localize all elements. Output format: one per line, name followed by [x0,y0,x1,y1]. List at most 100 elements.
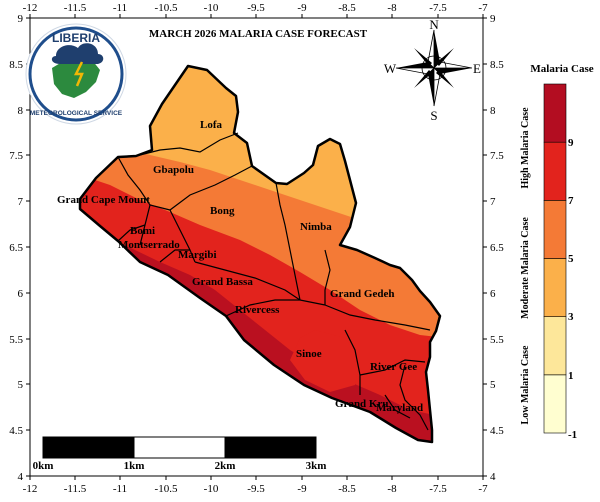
legend-color-band [543,374,567,434]
x-tick-bottom: -8.5 [338,483,356,495]
y-tick-right: 8 [490,105,496,117]
legend-side-label: High Malaria Case [520,107,531,189]
boundary-montserrado [117,224,146,242]
y-tick-right: 7 [490,196,496,208]
boundary-rivercess [225,299,326,317]
y-tick-left: 5 [18,379,24,391]
scale-label: 2km [215,460,236,472]
logo-cloud-icon [51,43,104,64]
x-tick-bottom: -12 [23,483,38,495]
compass-north: N [429,17,439,32]
scale-segment [42,436,135,459]
x-tick-top: -11 [113,2,127,14]
county-label: River Gee [370,361,417,373]
legend-color-band [543,258,567,317]
legend-tick: 5 [568,253,574,265]
y-tick-right: 6 [490,288,496,300]
y-tick-left: 7 [18,196,24,208]
x-tick-bottom: -10 [204,483,219,495]
county-label: Montserrado [118,239,180,251]
boundary-sinoe-rivergee [344,329,361,395]
x-tick-bottom: -10.5 [155,483,178,495]
y-tick-left: 4.5 [9,425,23,437]
x-tick-top: -8.5 [338,2,356,14]
x-tick-top: -8 [387,2,397,14]
legend-colorbar [543,83,567,434]
y-tick-left: 5.5 [9,334,23,346]
x-tick-bottom: -7.5 [429,483,447,495]
x-tick-bottom: -9.5 [247,483,265,495]
y-axis-left: 9 8.5 8 7.5 7 6.5 6 5.5 5 4.5 4 [9,13,23,483]
county-label: Bomi [130,225,155,237]
y-tick-right: 5 [490,379,496,391]
logo-title: LIBERIA [52,31,100,45]
y-tick-left: 8.5 [9,59,23,71]
y-tick-left: 7.5 [9,150,23,162]
logo-lightning-icon [73,61,84,87]
compass-east: E [473,61,481,76]
legend-tick: 9 [568,137,574,149]
legend-color-band [543,83,567,143]
y-tick-right: 5.5 [490,334,504,346]
legend-title: Malaria Case [530,63,593,75]
legend-side-label: Moderate Malaria Case [520,217,531,319]
legend-tick: 3 [568,311,574,323]
x-tick-top: -10 [204,2,219,14]
compass-south: S [430,108,437,123]
scale-bar: 0km 1km 2km 3km [33,436,326,472]
x-tick-top: -10.5 [155,2,178,14]
legend-color-band [543,200,567,259]
x-tick-top: -9.5 [247,2,265,14]
x-tick-top: -12 [23,2,38,14]
legend-color-band [543,141,567,201]
legend-tick: 1 [568,370,574,382]
county-label: Gbapolu [153,164,194,176]
county-label: Grand Kru [335,398,388,410]
boundary-gbapolu-bong [169,165,253,211]
x-tick-bottom: -11 [113,483,127,495]
y-tick-left: 4 [18,471,24,483]
county-label: Grand Cape Mount [57,194,150,206]
x-tick-bottom: -9 [297,483,307,495]
y-tick-right: 4.5 [490,425,504,437]
x-tick-bottom: -7 [478,483,488,495]
county-label: Grand Gedeh [330,288,394,300]
x-tick-top: -7.5 [429,2,447,14]
zone-sinoe-patch [290,330,360,392]
county-label: Sinoe [296,348,322,360]
x-tick-top: -9 [297,2,307,14]
compass-west: W [384,61,397,76]
y-axis-right: 9 8.5 8 7.5 7 6.5 6 5.5 5 4.5 4 [490,13,504,483]
x-tick-top: -11.5 [64,2,87,14]
y-tick-right: 8.5 [490,59,504,71]
boundary-capemount-gbapolu [117,156,171,211]
county-label: Bong [210,205,235,217]
x-tick-top: -7 [478,2,488,14]
y-tick-left: 8 [18,105,24,117]
county-label: Margibi [178,249,217,261]
boundary-nimba-east [339,226,351,246]
boundary-gedeh-south [324,304,431,331]
scale-segment [133,436,226,459]
scale-label: 0km [33,460,54,472]
axis-ticks [26,14,487,480]
boundary-lofa-gbapolu [135,132,239,157]
y-tick-left: 9 [18,13,24,25]
boundary-grandbassa-bong [194,261,301,301]
logo-map-icon [52,60,100,98]
legend-tick: -1 [568,429,577,441]
scale-segment [224,436,317,459]
x-tick-bottom: -8 [387,483,397,495]
y-tick-left: 6.5 [9,242,23,254]
county-labels: Lofa Gbapolu Grand Cape Mount Bong Nimba… [57,119,423,414]
legend-side-label: Low Malaria Case [520,345,531,424]
boundary-rivergee [359,359,426,376]
county-label: Lofa [200,119,223,131]
country-outline [78,64,442,444]
legend-tick: 7 [568,195,574,207]
boundary-bong-nimba [275,182,301,301]
boundary-maryland [399,364,429,431]
legend: Malaria Case -1 1 3 5 7 9 High Malaria C… [520,63,594,441]
boundary-margibi [159,249,190,263]
